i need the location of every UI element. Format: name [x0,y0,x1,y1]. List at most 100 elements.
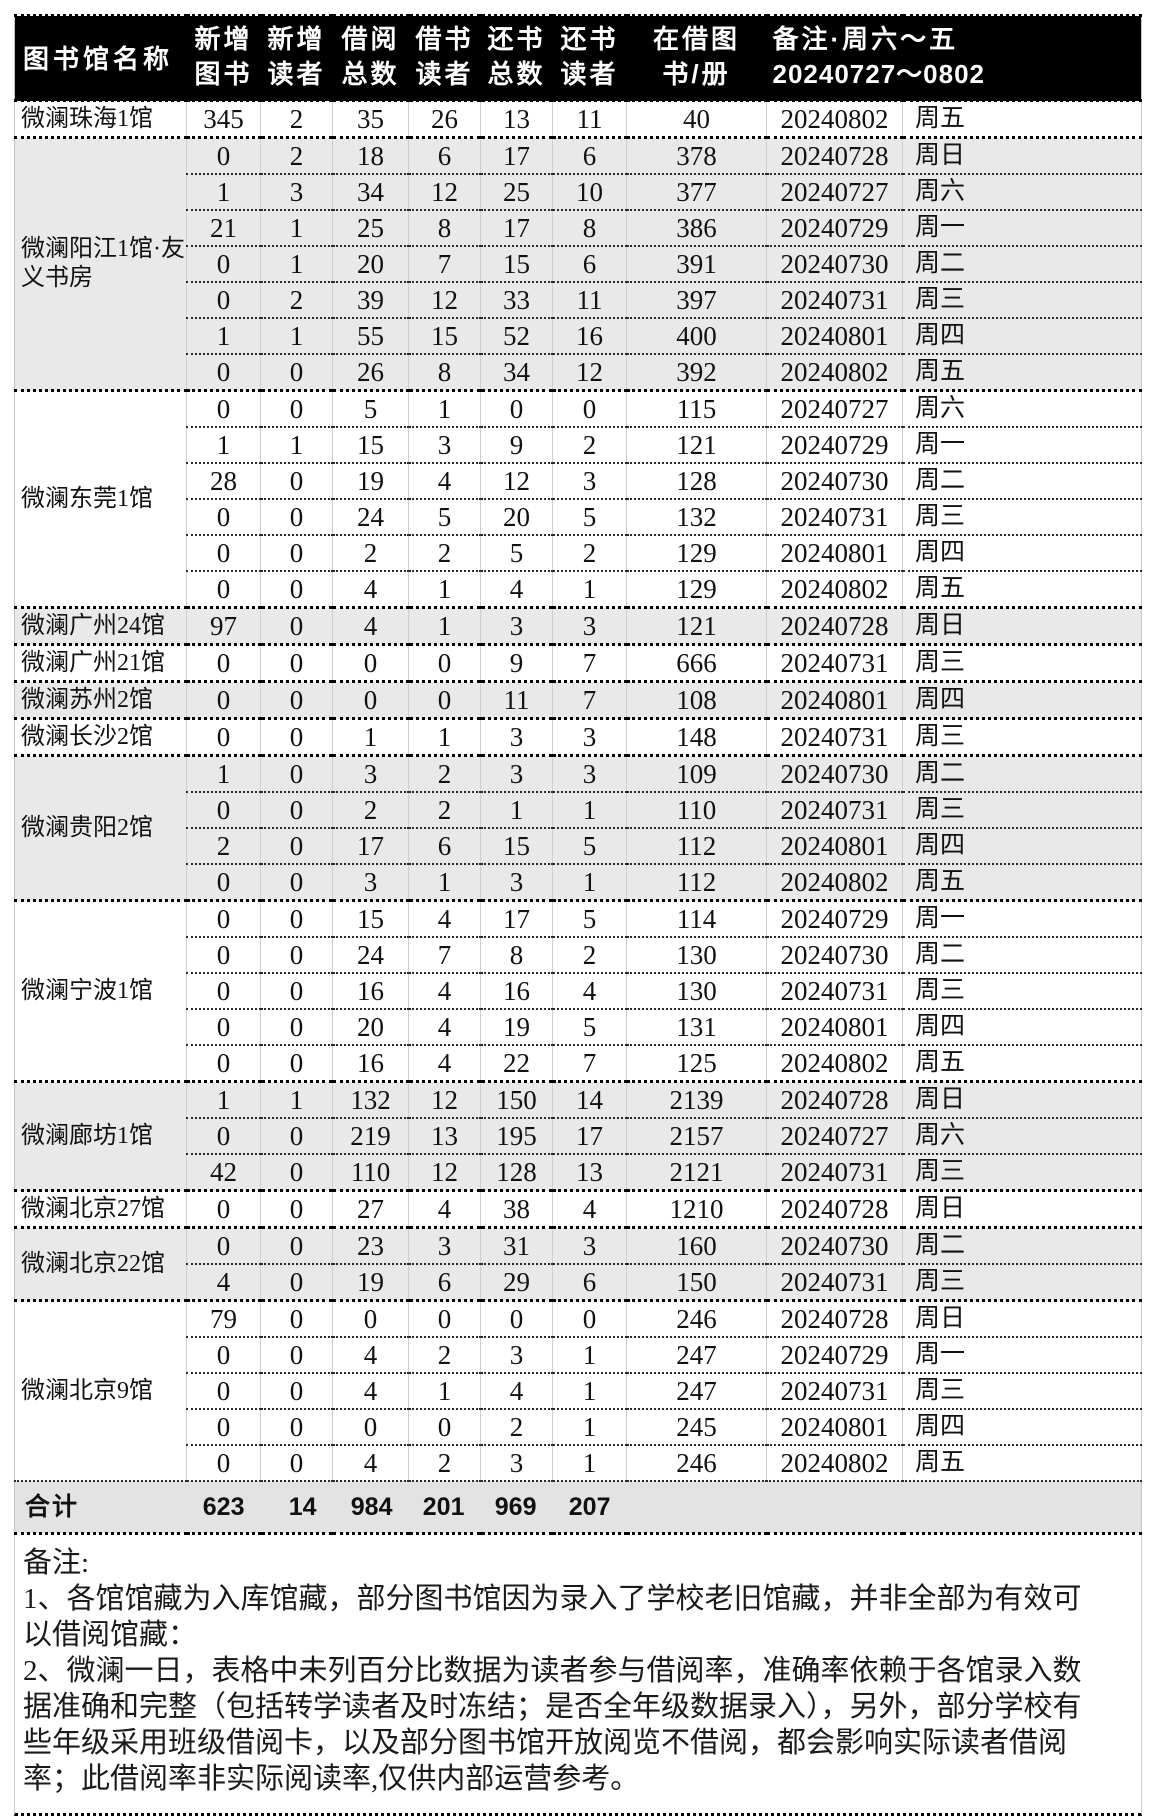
table-row: 0 0 0 0 2 1 245 20240801 周四 [15,1408,1142,1445]
cell-return-readers: 10 [552,173,627,210]
cell-date: 20240729 [766,1336,903,1373]
cell-new-books: 0 [186,570,261,608]
cell-new-books: 0 [186,353,261,391]
cell-borrow-total: 4 [332,570,409,608]
cell-borrow-total: 0 [332,1408,409,1445]
cell-borrow-total: 25 [332,209,409,246]
cell-on-loan: 148 [626,717,767,756]
cell-borrow-total: 15 [332,426,409,463]
cell-borrow-readers: 0 [408,680,481,719]
cell-return-total: 31 [480,1226,553,1264]
cell-return-readers: 5 [552,498,627,535]
cell-return-readers: 7 [552,1044,627,1082]
cell-return-readers: 7 [552,680,627,719]
cell-borrow-readers: 1 [408,1372,481,1409]
cell-borrow-readers: 3 [408,1226,481,1264]
cell-borrow-total: 2 [332,791,409,828]
cell-return-readers: 1 [552,1336,627,1373]
cell-new-readers: 0 [260,972,333,1009]
table-row: 微澜北京22馆 0 0 23 3 31 3 160 20240730 周二 [14,1226,1142,1301]
cell-return-total: 150 [480,1080,553,1118]
cell-new-books: 0 [186,534,261,571]
cell-on-loan: 125 [626,1044,767,1082]
cell-new-books: 28 [186,462,261,499]
cell-on-loan: 1210 [626,1189,767,1228]
cell-new-books: 1 [186,754,261,792]
footnote-1: 1、各馆馆藏为入库馆藏，部分图书馆因为录入了学校老旧馆藏，并非全部为有效可以借阅… [23,1582,1082,1651]
table-row: 0 0 4 2 3 1 246 20240802 周五 [15,1444,1142,1481]
cell-return-total: 29 [480,1263,553,1301]
cell-new-books: 0 [186,136,261,174]
cell-return-total: 3 [480,606,553,645]
cell-on-loan: 128 [626,462,767,499]
cell-return-total: 9 [480,643,553,682]
cell-new-readers: 0 [260,643,333,682]
header-line: 备注·周六～五 [772,24,959,54]
table-row: 0 0 219 13 195 17 2157 20240727 周六 [15,1117,1142,1154]
cell-return-readers: 14 [552,1080,627,1118]
cell-borrow-total: 16 [332,1044,409,1082]
cell-return-total: 20 [480,498,553,535]
cell-new-books: 0 [186,1189,261,1228]
cell-borrow-total: 1 [332,717,409,756]
cell-borrow-readers: 5 [408,498,481,535]
cell-return-readers: 16 [552,317,627,354]
table-row: 2 0 17 6 15 5 112 20240801 周四 [15,827,1142,864]
cell-on-loan: 131 [626,1008,767,1045]
cell-borrow-total: 4 [332,1372,409,1409]
cell-weekday: 周三 [902,643,1142,682]
cell-borrow-readers: 8 [408,209,481,246]
table-row: 微澜东莞1馆 0 0 5 1 0 0 115 20240727 周六 [14,389,1142,608]
cell-new-books: 0 [186,863,261,901]
cell-borrow-readers: 4 [408,899,481,937]
cell-borrow-total: 23 [332,1226,409,1264]
cell-borrow-readers: 1 [408,389,481,427]
cell-date: 20240727 [766,1117,903,1154]
cell-borrow-total: 20 [332,245,409,282]
table-row: 4 0 19 6 29 6 150 20240731 周三 [15,1263,1142,1301]
cell-on-loan: 247 [626,1336,767,1373]
cell-on-loan: 160 [626,1226,767,1264]
cell-weekday: 周二 [902,245,1142,282]
cell-new-books: 0 [186,498,261,535]
cell-date: 20240730 [766,936,903,973]
cell-new-books: 42 [186,1153,261,1191]
header-line: 总数 [487,59,546,89]
cell-return-readers: 2 [552,534,627,571]
table-row: 0 0 26 8 34 12 392 20240802 周五 [15,353,1142,391]
cell-new-readers: 1 [260,426,333,463]
cell-new-books: 0 [186,972,261,1009]
cell-borrow-readers: 7 [408,245,481,282]
cell-new-readers: 0 [260,1189,333,1228]
cell-return-total: 33 [480,281,553,318]
cell-return-total: 52 [480,317,553,354]
cell-date: 20240729 [766,426,903,463]
table-row: 1 3 34 12 25 10 377 20240727 周六 [15,173,1142,210]
table-row: 微澜贵阳2馆 1 0 3 2 3 3 109 20240730 周二 [14,754,1142,901]
cell-new-books: 0 [186,281,261,318]
cell-borrow-readers: 2 [408,534,481,571]
cell-new-books: 0 [186,1408,261,1445]
cell-borrow-total: 35 [332,99,409,138]
cell-new-readers: 0 [260,1153,333,1191]
cell-new-readers: 0 [260,1008,333,1045]
cell-borrow-readers: 15 [408,317,481,354]
table-row: 1 1 55 15 52 16 400 20240801 周四 [15,317,1142,354]
cell-on-loan: 108 [626,680,767,719]
cell-on-loan: 391 [626,245,767,282]
cell-borrow-readers: 1 [408,570,481,608]
cell-borrow-readers: 2 [408,754,481,792]
cell-new-readers: 2 [260,281,333,318]
cell-weekday: 周四 [902,317,1142,354]
cell-borrow-total: 26 [332,353,409,391]
cell-borrow-readers: 12 [408,1080,481,1118]
cell-new-readers: 1 [260,317,333,354]
cell-date: 20240728 [766,1189,903,1228]
cell-on-loan: 121 [626,606,767,645]
cell-return-readers: 1 [552,1372,627,1409]
cell-borrow-total: 18 [332,136,409,174]
cell-borrow-readers: 6 [408,827,481,864]
cell-borrow-readers: 0 [408,643,481,682]
header-line: 新增 [194,24,253,54]
library-name: 微澜苏州2馆 [14,680,187,719]
